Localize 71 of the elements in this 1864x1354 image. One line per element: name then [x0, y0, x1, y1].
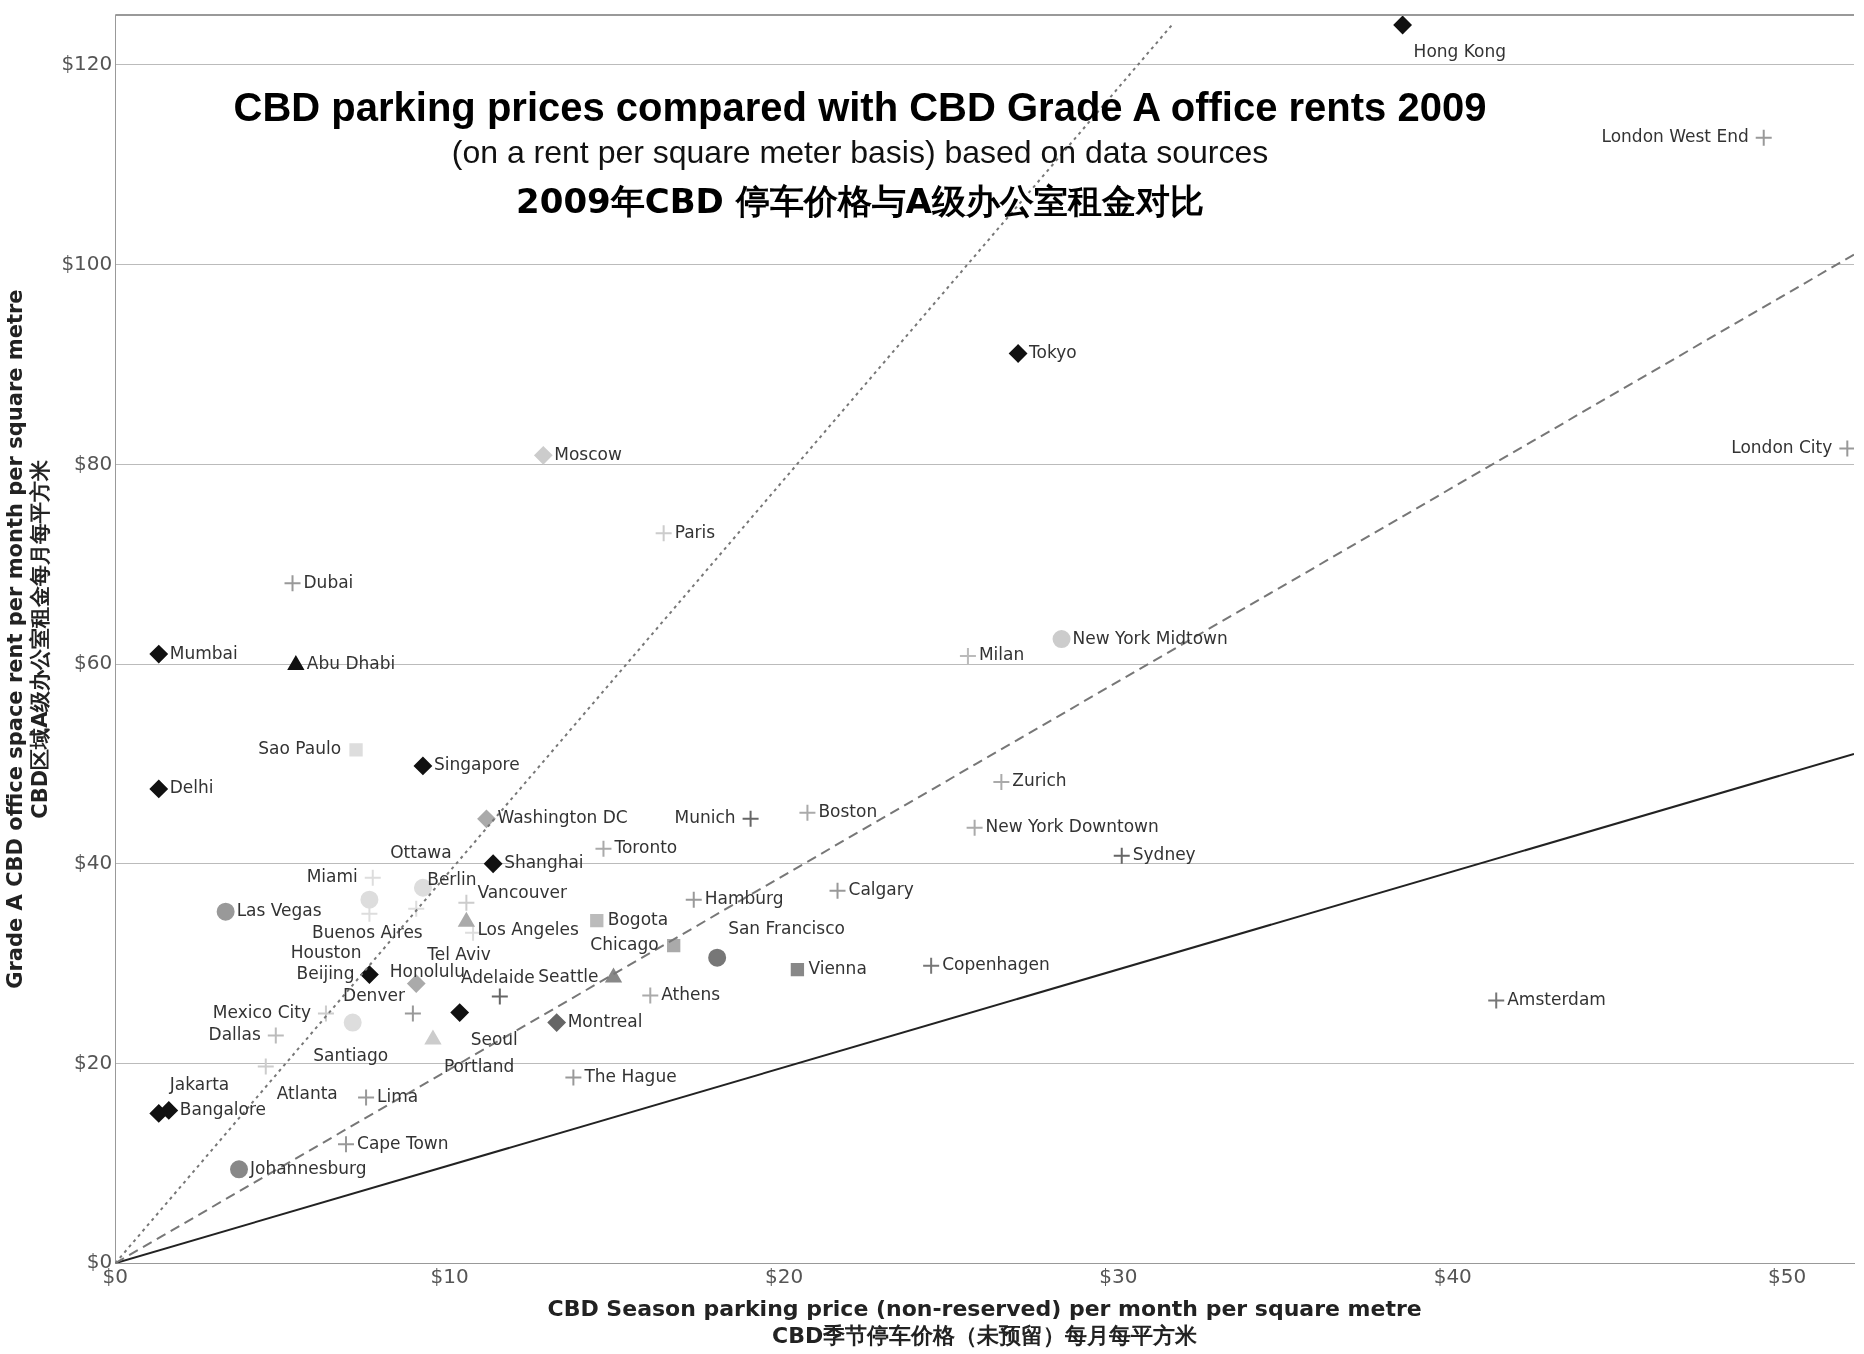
annotation: New York Downtown [985, 816, 1159, 837]
y-tick-label: $20 [74, 1049, 113, 1074]
annotation: Mumbai [169, 642, 238, 663]
y-tick-label: $60 [74, 650, 113, 675]
annotation: Johannesburg [249, 1157, 367, 1178]
annotation: Sao Paulo [258, 738, 342, 759]
x-axis-title: CBD Season parking price (non-reserved) per month per square metre CBD季节停车价格（未预留）每月每平方米 [547, 1296, 1422, 1348]
annotation: Shanghai [504, 852, 584, 873]
annotation: Bogota [607, 909, 669, 930]
annotation: Vancouver [477, 882, 567, 903]
annotation: Copenhagen [942, 954, 1050, 975]
annotation: Atlanta [276, 1082, 338, 1103]
annotation: London City [1731, 436, 1833, 457]
annotation: Cape Town [357, 1132, 449, 1153]
annotation: Dubai [303, 571, 354, 592]
x-tick-label: $50 [1768, 1264, 1807, 1289]
annotation: New York Midtown [1072, 627, 1228, 648]
annotation: Houston [290, 942, 362, 963]
annotation: Delhi [169, 777, 214, 798]
annotation: Vienna [808, 958, 867, 979]
annotation: Washington DC [497, 807, 628, 828]
annotation: Bangalore [179, 1098, 267, 1119]
annotation: Montreal [567, 1010, 643, 1031]
x-tick-label: $30 [1099, 1264, 1138, 1289]
annotation: 2009年CBD 停车价格与A级办公室租金对比 [515, 180, 1205, 223]
y-tick-label: $120 [61, 51, 113, 76]
annotation: Chicago [590, 934, 659, 955]
annotation: Lima [377, 1085, 419, 1106]
annotation: Hong Kong [1413, 41, 1507, 62]
annotation: Beijing [296, 963, 355, 984]
annotation: Zurich [1012, 770, 1067, 791]
y-tick-label: $100 [61, 250, 113, 275]
annotation: Ottawa [390, 842, 452, 863]
annotation: Munich [674, 807, 736, 828]
annotation: Denver [343, 984, 405, 1005]
annotation: Dallas [208, 1023, 261, 1044]
x-tick-label: $40 [1433, 1264, 1472, 1289]
annotation: London West End [1601, 126, 1749, 147]
x-tick-label: $20 [764, 1264, 804, 1289]
annotation: Buenos Aires [312, 922, 423, 943]
annotation: Singapore [433, 754, 520, 775]
annotation: Amsterdam [1507, 989, 1606, 1009]
annotation: Seattle [538, 966, 599, 987]
annotation: Sydney [1132, 844, 1196, 865]
annotation: Seoul [470, 1028, 518, 1049]
annotation: Boston [818, 801, 878, 822]
text: (on a rent per square meter basis) based on data sources [450, 134, 1270, 171]
annotation: Jakarta [168, 1073, 230, 1094]
y-tick-label: $80 [74, 450, 113, 475]
text: CBD parking prices compared with CBD Grade A office rents 2009 [232, 85, 1488, 130]
annotation: Toronto [613, 837, 678, 858]
annotation: Abu Dhabi [306, 653, 396, 674]
annotation: Athens [661, 984, 721, 1005]
annotation: The Hague [583, 1065, 677, 1086]
annotation: Berlin [427, 869, 477, 890]
annotation: Paris [674, 521, 716, 542]
annotation: Mexico City [212, 1001, 311, 1022]
annotation: San Francisco [728, 918, 845, 939]
annotation: Los Angeles [477, 919, 580, 940]
y-axis-title: Grade A CBD office space rent per month per square metre CBD区域A级办公室租金每月每平方米 [3, 289, 53, 989]
annotation: Hamburg [704, 888, 784, 909]
annotation: Moscow [554, 443, 622, 464]
annotation: Miami [306, 866, 358, 887]
annotation: Portland [443, 1055, 515, 1076]
y-tick-label: $40 [74, 849, 113, 874]
annotation: Calgary [848, 879, 914, 900]
annotation: Tokyo [1028, 341, 1077, 362]
annotation: Santiago [313, 1044, 389, 1065]
annotation: Milan [978, 644, 1025, 665]
x-tick-label: $10 [430, 1264, 469, 1289]
annotation: Las Vegas [236, 900, 322, 921]
